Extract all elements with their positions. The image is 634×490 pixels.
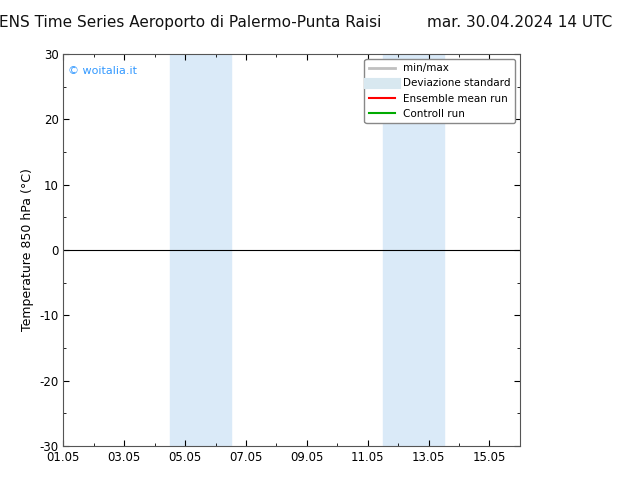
Y-axis label: Temperature 850 hPa (°C): Temperature 850 hPa (°C) [21,169,34,331]
Text: © woitalia.it: © woitalia.it [68,66,137,75]
Bar [383,54,444,446]
Text: mar. 30.04.2024 14 UTC: mar. 30.04.2024 14 UTC [427,15,612,30]
Bar [170,54,231,446]
Text: ENS Time Series Aeroporto di Palermo-Punta Raisi: ENS Time Series Aeroporto di Palermo-Pun… [0,15,382,30]
Legend: min/max, Deviazione standard, Ensemble mean run, Controll run: min/max, Deviazione standard, Ensemble m… [365,59,515,123]
